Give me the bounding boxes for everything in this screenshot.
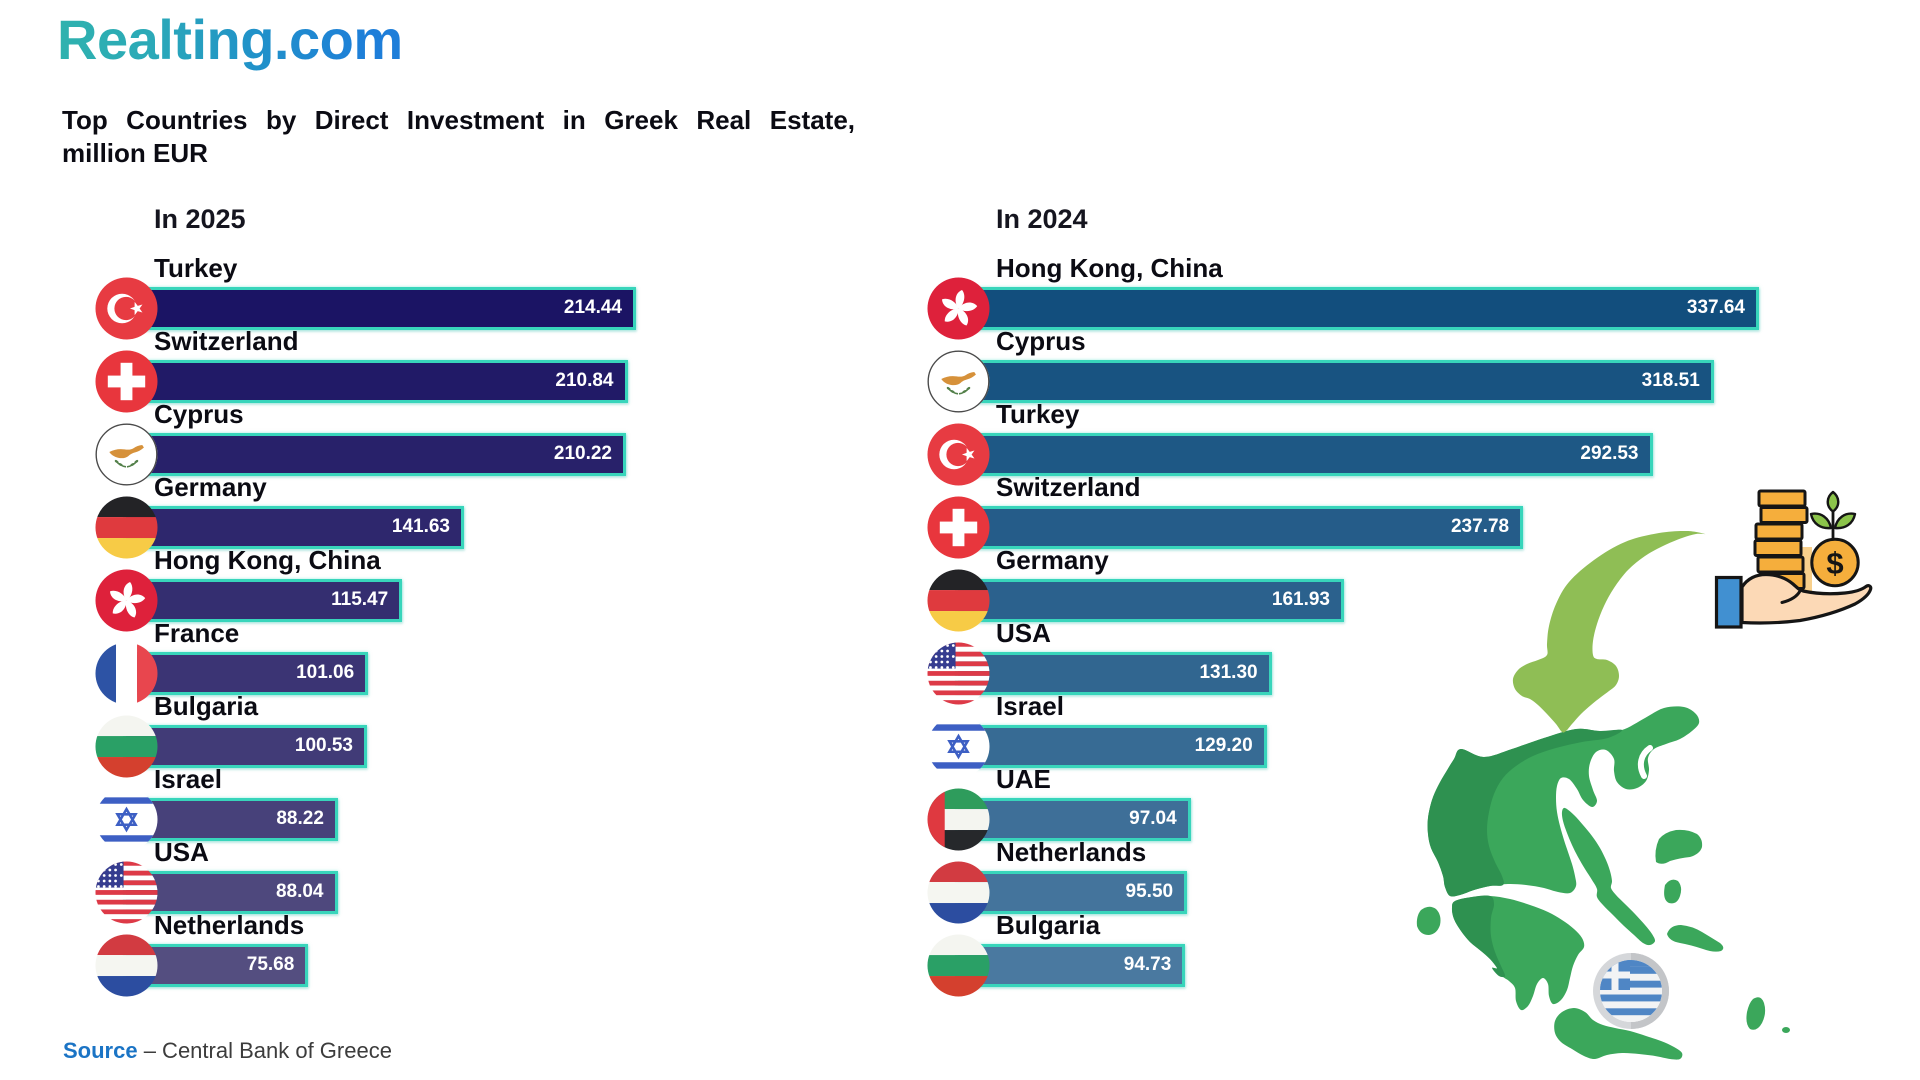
- svg-text:$: $: [1826, 546, 1843, 581]
